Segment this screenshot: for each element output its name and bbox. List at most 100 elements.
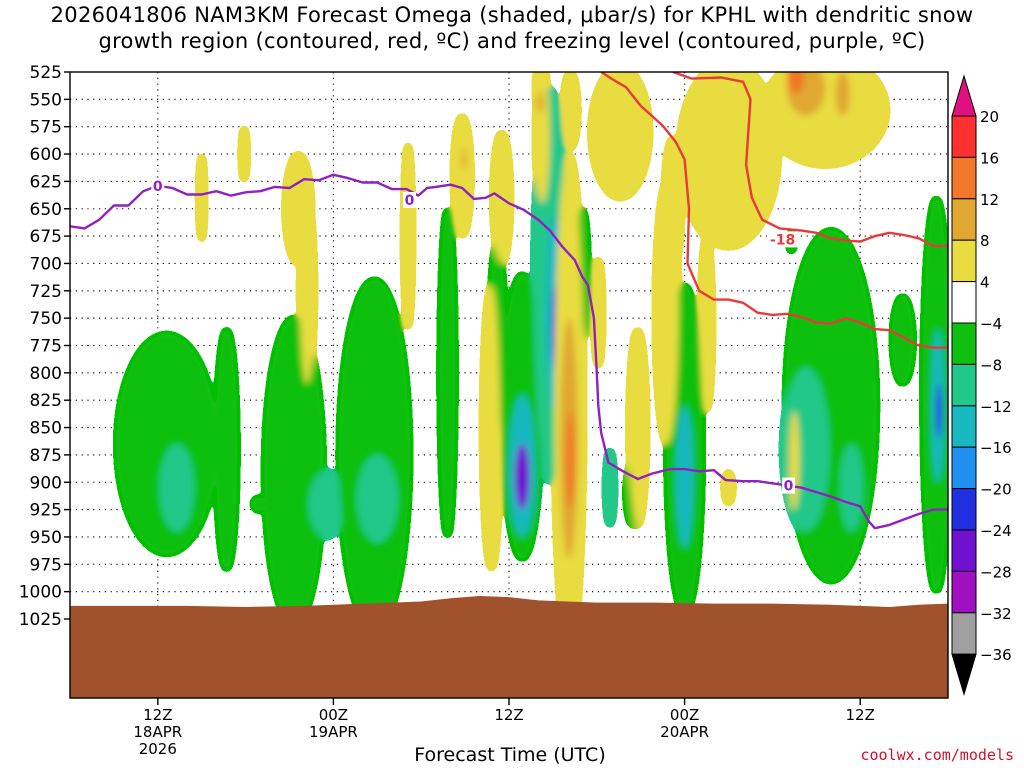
y-tick-label: 950 <box>30 528 62 548</box>
dendritic-growth-region-top-contour <box>600 72 948 349</box>
x-tick-label: 18APR <box>133 723 182 741</box>
x-tick-label: 00Z <box>670 706 699 724</box>
omega-feature <box>700 236 713 412</box>
omega-feature <box>789 411 800 510</box>
colorbar-label: 20 <box>980 108 999 126</box>
terrain <box>70 596 948 698</box>
omega-feature <box>308 471 344 537</box>
omega-feature <box>241 126 248 182</box>
y-tick-label: 1025 <box>19 610 62 630</box>
x-tick-label: 12Z <box>846 706 875 724</box>
y-tick-label: 550 <box>30 90 62 110</box>
y-tick-label: 725 <box>30 282 62 302</box>
omega-feature <box>892 296 913 384</box>
omega-feature <box>936 383 943 439</box>
y-tick-label: 800 <box>30 364 62 384</box>
omega-feature <box>762 104 774 171</box>
colorbar-arrow-bottom <box>951 653 977 696</box>
omega-feature <box>440 208 455 537</box>
omega-feature <box>461 148 466 171</box>
colorbar-label: −8 <box>980 356 1002 374</box>
x-tick-label: 00Z <box>319 706 348 724</box>
omega-feature <box>563 72 578 149</box>
omega-feature <box>339 279 410 630</box>
omega-feature <box>538 91 545 114</box>
colorbar-label: −32 <box>980 605 1012 623</box>
omega-feature <box>252 497 265 511</box>
contour-label: 0 <box>153 179 163 195</box>
colorbar-swatch <box>951 115 977 158</box>
y-tick-label: 875 <box>30 446 62 466</box>
colorbar-swatch <box>951 363 977 407</box>
colorbar-label: 4 <box>980 274 990 292</box>
colorbar-swatch <box>951 156 977 200</box>
y-tick-label: 850 <box>30 419 62 439</box>
omega-feature <box>216 329 237 570</box>
y-tick-label: 975 <box>30 555 62 575</box>
colorbar-label: −24 <box>980 522 1012 540</box>
omega-feature <box>299 197 315 384</box>
y-tick-label: 700 <box>30 254 62 274</box>
colorbar-swatch <box>951 529 977 572</box>
y-tick-label: 600 <box>30 145 62 165</box>
y-tick-label: 750 <box>30 309 62 329</box>
omega-feature <box>403 143 413 330</box>
omega-feature <box>198 154 205 242</box>
contour-label-bg <box>781 477 795 494</box>
omega-feature <box>605 449 615 527</box>
colorbar-label: −12 <box>980 398 1012 416</box>
colorbar-swatch <box>951 612 977 655</box>
y-tick-label: 925 <box>30 501 62 521</box>
terrain-fill <box>70 596 948 698</box>
omega-feature <box>514 443 530 510</box>
y-tick-label: 825 <box>30 391 62 411</box>
contour-label-bg <box>402 191 416 208</box>
colorbar-label: −36 <box>980 646 1012 664</box>
colorbar-label: −4 <box>980 315 1002 333</box>
colorbar-label: −20 <box>980 481 1012 499</box>
axes: 525 550 575 600 625 650 675 700 725 750 775 800 825 8… <box>19 63 875 758</box>
x-tick-label: 12Z <box>494 706 523 724</box>
chart-title: 2026041806 NAM3KM Forecast Omega (shaded… <box>0 2 1024 54</box>
colorbar-label: 12 <box>980 191 999 209</box>
omega-feature <box>628 329 647 527</box>
y-tick-label: 650 <box>30 200 62 220</box>
colorbar-label: 16 <box>980 149 999 167</box>
x-tick-label: 20APR <box>660 723 709 741</box>
omega-feature <box>356 454 398 543</box>
omega-shade-blur <box>116 72 948 658</box>
contour-label: 0 <box>405 193 415 209</box>
omega-feature <box>264 318 324 625</box>
omega-feature <box>482 285 501 570</box>
freezing-level-contour <box>70 173 948 530</box>
colorbar-swatch <box>951 446 977 490</box>
y-tick-label: 525 <box>30 63 62 83</box>
colorbar-arrow-top <box>951 74 977 117</box>
omega-feature <box>159 443 195 532</box>
contour-label: -18 <box>770 232 795 248</box>
colorbar-label: 8 <box>980 232 990 250</box>
colorbar-label: −28 <box>980 563 1012 581</box>
credit-text: coolwx.com/models <box>860 746 1014 764</box>
contour-lines: 0 0 0 -18 <box>70 72 948 530</box>
omega-feature <box>835 72 850 116</box>
omega-feature <box>787 72 805 94</box>
x-tick-label: 19APR <box>309 723 358 741</box>
y-tick-label: 775 <box>30 337 62 357</box>
colorbar-swatch <box>951 570 977 614</box>
colorbar-swatch <box>951 239 977 283</box>
chart-title-line-1: 2026041806 NAM3KM Forecast Omega (shaded… <box>50 3 974 27</box>
contour-label: 0 <box>784 479 794 495</box>
dendritic-growth-region-bottom-contour <box>672 72 948 248</box>
x-tick-label: 12Z <box>143 706 172 724</box>
contour-label-bg <box>151 177 165 194</box>
colorbar: 20 16 12 8 4 −4 −8 −12 −16 −20 −24 −28 −32 −36 <box>951 74 1012 696</box>
omega-feature <box>839 443 864 532</box>
contour-label-bg <box>767 231 799 248</box>
y-tick-label: 575 <box>30 118 62 138</box>
colorbar-label: −16 <box>980 439 1012 457</box>
y-tick-label: 900 <box>30 473 62 493</box>
omega-feature <box>566 411 575 510</box>
y-tick-label: 625 <box>30 172 62 192</box>
omega-shading <box>116 72 948 658</box>
